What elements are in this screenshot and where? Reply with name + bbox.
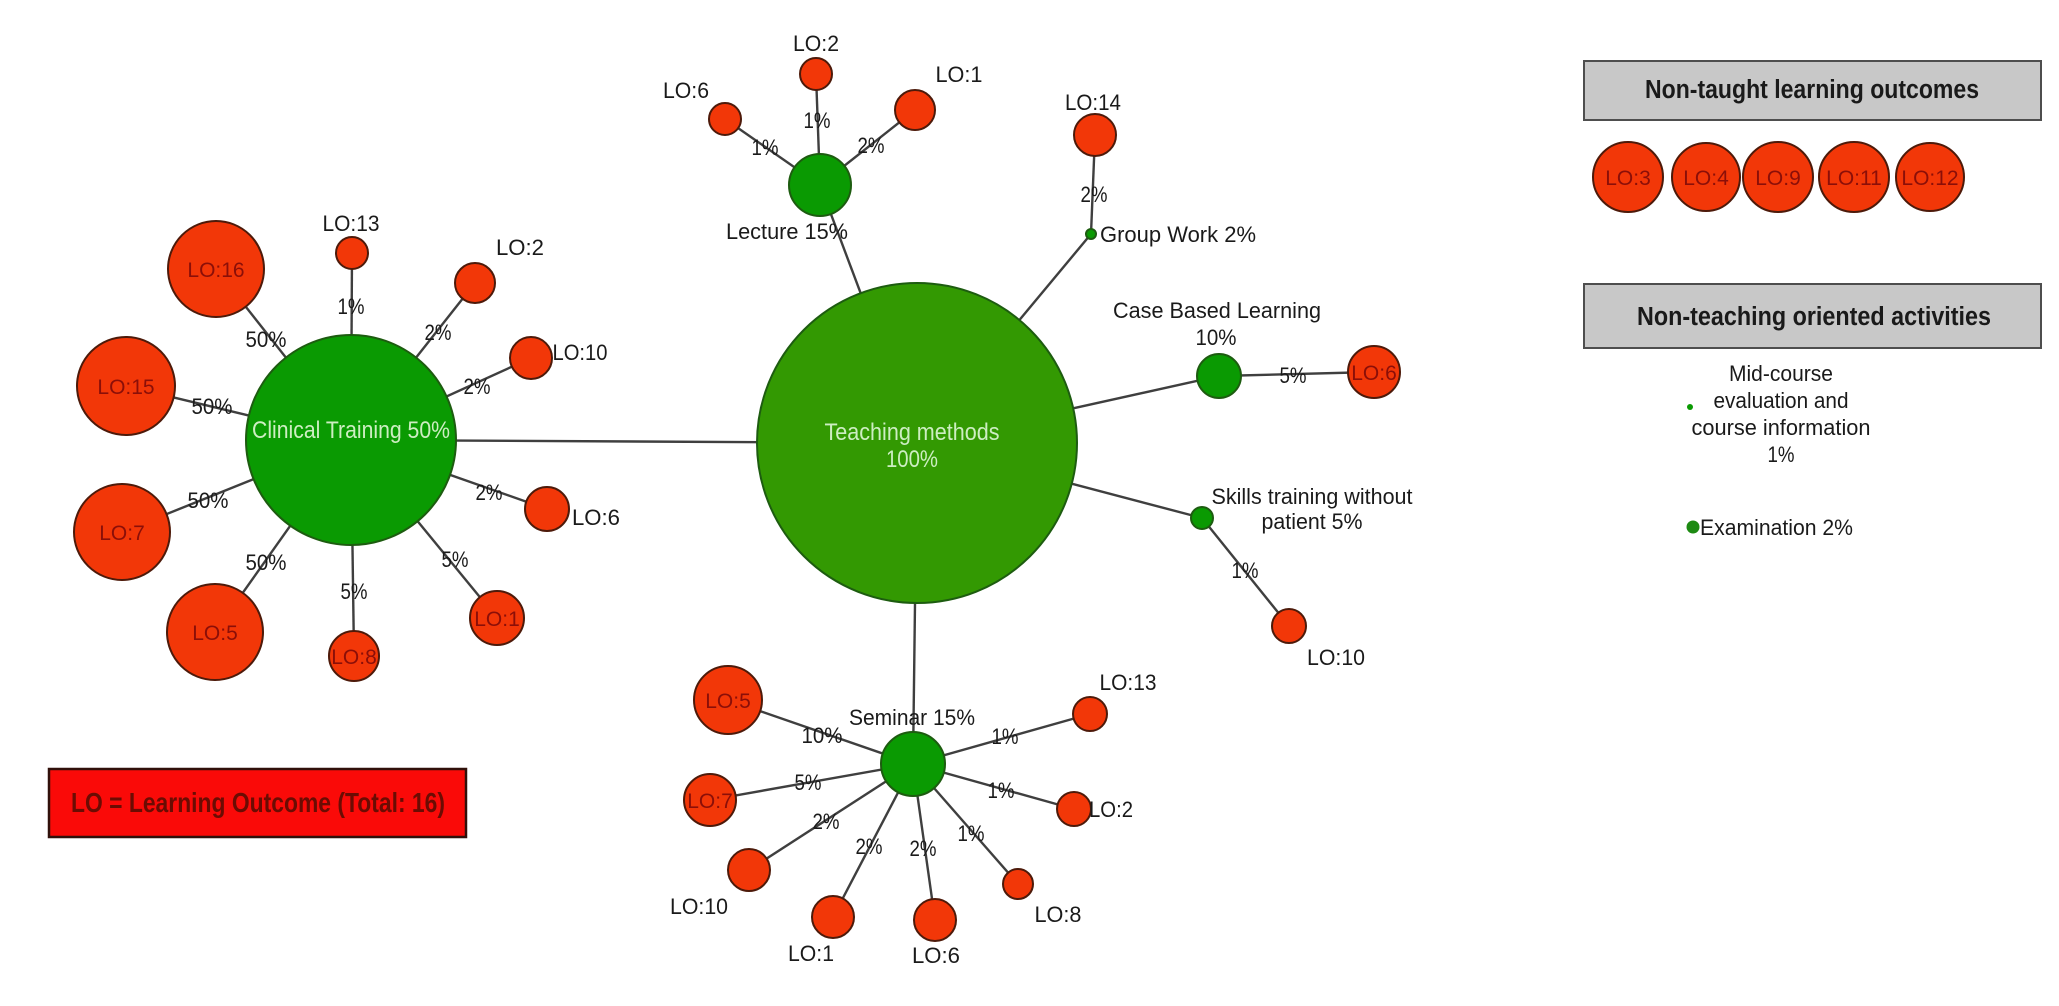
- svg-text:course information: course information: [1692, 415, 1871, 440]
- svg-text:1%: 1%: [1232, 558, 1259, 583]
- svg-text:2%: 2%: [856, 834, 883, 859]
- svg-text:LO:8: LO:8: [1035, 902, 1082, 927]
- svg-text:1%: 1%: [992, 724, 1019, 749]
- svg-text:5%: 5%: [795, 770, 822, 795]
- svg-text:1%: 1%: [988, 778, 1015, 803]
- svg-text:evaluation and: evaluation and: [1714, 388, 1849, 413]
- svg-text:Examination 2%: Examination 2%: [1700, 515, 1853, 540]
- svg-text:50%: 50%: [246, 550, 287, 575]
- svg-text:1%: 1%: [338, 294, 365, 319]
- svg-text:2%: 2%: [1081, 182, 1108, 207]
- svg-text:Lecture 15%: Lecture 15%: [726, 219, 848, 244]
- svg-text:LO:1: LO:1: [936, 62, 983, 87]
- svg-text:Skills training without: Skills training without: [1212, 484, 1413, 509]
- svg-text:LO:6: LO:6: [912, 943, 960, 968]
- svg-text:2%: 2%: [858, 133, 885, 158]
- svg-text:LO:9: LO:9: [1755, 167, 1801, 190]
- svg-text:patient 5%: patient 5%: [1262, 509, 1363, 534]
- svg-text:1%: 1%: [1768, 442, 1795, 467]
- svg-text:LO:11: LO:11: [1826, 167, 1882, 190]
- svg-text:2%: 2%: [476, 480, 503, 505]
- svg-text:Group Work 2%: Group Work 2%: [1100, 222, 1256, 247]
- svg-text:50%: 50%: [246, 327, 287, 352]
- svg-text:LO:5: LO:5: [705, 690, 751, 713]
- svg-text:LO:5: LO:5: [192, 622, 238, 645]
- svg-text:LO:1: LO:1: [474, 608, 520, 631]
- svg-text:1%: 1%: [958, 821, 985, 846]
- svg-text:50%: 50%: [192, 394, 233, 419]
- svg-text:2%: 2%: [910, 836, 937, 861]
- svg-text:Case Based Learning: Case Based Learning: [1113, 298, 1321, 323]
- svg-text:Non-taught learning outcomes: Non-taught learning outcomes: [1645, 76, 1979, 104]
- svg-text:LO:2: LO:2: [496, 235, 544, 260]
- svg-text:LO:10: LO:10: [670, 894, 728, 919]
- svg-text:LO:4: LO:4: [1683, 167, 1729, 190]
- svg-text:2%: 2%: [464, 374, 491, 399]
- svg-text:LO:2: LO:2: [1089, 797, 1133, 822]
- svg-text:LO:6: LO:6: [1351, 362, 1397, 385]
- svg-text:Clinical Training 50%: Clinical Training 50%: [252, 417, 450, 444]
- svg-text:LO:10: LO:10: [553, 340, 608, 365]
- svg-text:LO:6: LO:6: [663, 78, 709, 103]
- svg-text:LO:3: LO:3: [1605, 167, 1651, 190]
- svg-text:LO:6: LO:6: [572, 505, 620, 530]
- svg-text:10%: 10%: [1196, 325, 1237, 350]
- svg-text:Seminar 15%: Seminar 15%: [849, 705, 975, 730]
- svg-text:LO:10: LO:10: [1307, 645, 1365, 670]
- svg-text:LO:15: LO:15: [97, 376, 154, 399]
- svg-text:LO = Learning Outcome (Total:: LO = Learning Outcome (Total: 16): [71, 787, 445, 818]
- svg-text:Teaching methods: Teaching methods: [825, 419, 1000, 446]
- svg-text:LO:13: LO:13: [1100, 670, 1157, 695]
- svg-text:Non-teaching oriented activiti: Non-teaching oriented activities: [1637, 303, 1991, 331]
- svg-text:LO:7: LO:7: [687, 790, 733, 813]
- svg-text:LO:12: LO:12: [1901, 167, 1958, 190]
- svg-text:LO:8: LO:8: [331, 646, 377, 669]
- svg-text:LO:1: LO:1: [788, 941, 834, 966]
- svg-text:LO:2: LO:2: [793, 31, 839, 56]
- svg-text:2%: 2%: [813, 809, 840, 834]
- svg-text:1%: 1%: [752, 135, 779, 160]
- svg-text:10%: 10%: [802, 723, 843, 748]
- svg-text:Mid-course: Mid-course: [1729, 361, 1833, 386]
- svg-text:LO:13: LO:13: [323, 211, 380, 236]
- svg-text:5%: 5%: [442, 547, 469, 572]
- svg-text:100%: 100%: [886, 446, 938, 473]
- svg-text:5%: 5%: [341, 579, 368, 604]
- svg-text:1%: 1%: [804, 108, 831, 133]
- svg-text:5%: 5%: [1280, 363, 1307, 388]
- svg-text:LO:14: LO:14: [1065, 90, 1121, 115]
- svg-text:50%: 50%: [188, 488, 229, 513]
- svg-text:2%: 2%: [425, 320, 452, 345]
- svg-text:LO:16: LO:16: [187, 259, 244, 282]
- svg-text:LO:7: LO:7: [99, 522, 145, 545]
